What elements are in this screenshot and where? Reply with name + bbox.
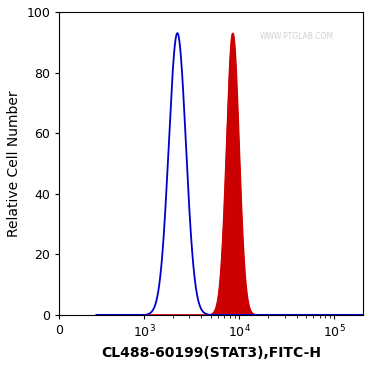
Y-axis label: Relative Cell Number: Relative Cell Number [7,90,21,237]
Text: WWW.PTGLAB.COM: WWW.PTGLAB.COM [259,32,333,41]
X-axis label: CL488-60199(STAT3),FITC-H: CL488-60199(STAT3),FITC-H [101,346,321,360]
